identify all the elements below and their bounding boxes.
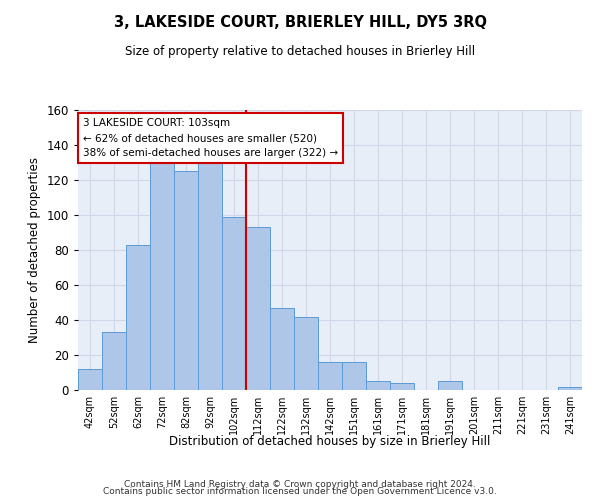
Bar [270, 308, 294, 390]
Bar [150, 159, 174, 390]
Text: Size of property relative to detached houses in Brierley Hill: Size of property relative to detached ho… [125, 45, 475, 58]
Bar [222, 217, 246, 390]
Bar [318, 362, 342, 390]
Bar [366, 381, 390, 390]
Bar [342, 362, 366, 390]
Bar [198, 162, 222, 390]
Bar [438, 381, 462, 390]
Text: Contains HM Land Registry data © Crown copyright and database right 2024.: Contains HM Land Registry data © Crown c… [124, 480, 476, 489]
Bar [174, 171, 198, 390]
Text: Contains public sector information licensed under the Open Government Licence v3: Contains public sector information licen… [103, 488, 497, 496]
Bar [558, 386, 582, 390]
Bar [246, 227, 270, 390]
Y-axis label: Number of detached properties: Number of detached properties [28, 157, 41, 343]
Bar [294, 316, 318, 390]
Bar [390, 383, 414, 390]
Bar [78, 369, 102, 390]
Bar [102, 332, 126, 390]
Text: 3 LAKESIDE COURT: 103sqm
← 62% of detached houses are smaller (520)
38% of semi-: 3 LAKESIDE COURT: 103sqm ← 62% of detach… [83, 118, 338, 158]
Bar [126, 244, 150, 390]
Text: 3, LAKESIDE COURT, BRIERLEY HILL, DY5 3RQ: 3, LAKESIDE COURT, BRIERLEY HILL, DY5 3R… [113, 15, 487, 30]
Text: Distribution of detached houses by size in Brierley Hill: Distribution of detached houses by size … [169, 435, 491, 448]
